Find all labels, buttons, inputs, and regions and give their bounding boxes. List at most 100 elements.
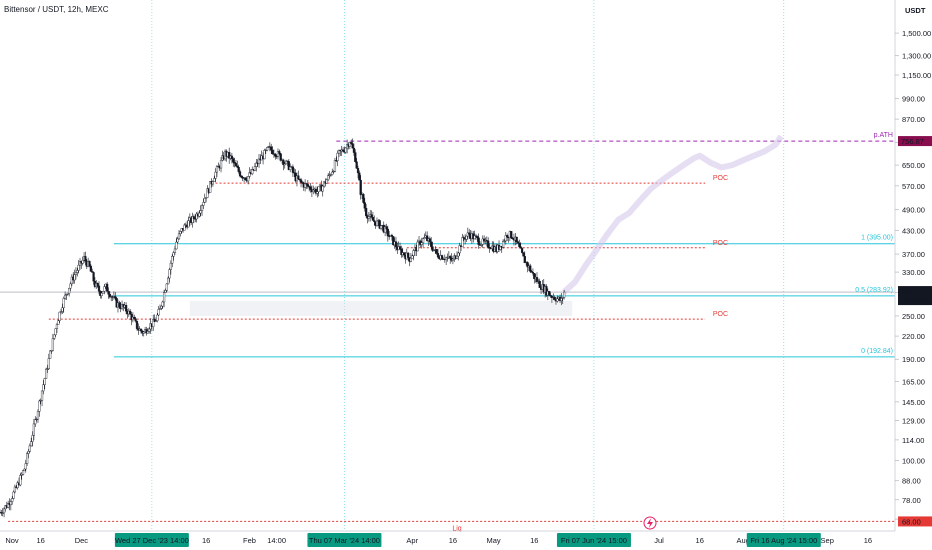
liq-price-badge-text: 68.00 <box>902 517 921 526</box>
candle-body <box>333 160 337 172</box>
time-badge <box>556 533 631 547</box>
candle-body <box>312 189 315 193</box>
candle-body <box>436 253 440 258</box>
candle-body <box>134 318 137 322</box>
price-tick-label: 330.00 <box>902 268 925 277</box>
candle-body <box>35 418 38 420</box>
candle-body <box>247 176 250 182</box>
candle-body <box>356 168 360 174</box>
candle-body <box>293 172 296 174</box>
time-badge <box>746 533 821 547</box>
candle-body <box>16 482 19 488</box>
price-tick-label: 1,150.00 <box>902 71 931 80</box>
candle-body <box>133 316 136 319</box>
candle-body <box>331 171 334 175</box>
candle-body <box>61 307 64 312</box>
candle-body <box>336 152 339 161</box>
candle-body <box>305 183 308 185</box>
plot-area[interactable] <box>0 0 895 531</box>
candle-body <box>515 236 518 242</box>
candle-body <box>58 311 61 321</box>
candle-body <box>230 155 233 159</box>
candle-body <box>465 235 468 240</box>
candle-body <box>287 161 290 170</box>
candle-body <box>32 423 36 436</box>
candle-body <box>474 235 478 237</box>
candle-body <box>205 197 208 199</box>
candle-body <box>13 486 17 493</box>
candle-body <box>440 255 444 260</box>
alert-lightning-icon[interactable] <box>643 516 657 530</box>
candles <box>0 138 566 518</box>
time-badge-text: Thu 07 Mar '24 14:00 <box>309 536 380 545</box>
price-tick-label: 570.00 <box>902 182 925 191</box>
candle-body <box>285 160 288 165</box>
candle-body <box>520 248 524 253</box>
candle-body <box>563 291 566 298</box>
candle-body <box>42 384 45 392</box>
candle-body <box>70 276 73 285</box>
time-tick-label: 14:00 <box>267 536 286 545</box>
candle-body <box>191 216 194 223</box>
candle-body <box>213 178 216 182</box>
candle-body <box>282 159 285 166</box>
countdown-badge-text: 06:37:35 <box>901 295 930 304</box>
candle-body <box>358 172 361 181</box>
candle-body <box>30 441 33 447</box>
level-labels: p.ATH POC POC POC 1 (395.00) 0.5 (283.92) 0 (1… <box>452 132 893 532</box>
value-area-zone <box>189 300 573 316</box>
price-axis[interactable]: USDT 1,500.00 1,300.00 1,150.00 990.00 870.0… <box>894 0 931 531</box>
candle-body <box>20 474 23 476</box>
candle-body <box>264 149 267 151</box>
candle-body <box>68 287 71 294</box>
time-tick-label: Feb <box>243 536 256 545</box>
candle-body <box>214 171 217 179</box>
candle-body <box>314 188 318 194</box>
candle-body <box>7 503 10 508</box>
candle-body <box>416 241 419 252</box>
candle-body <box>325 179 328 184</box>
candle-body <box>297 175 300 180</box>
candle-body <box>63 294 67 299</box>
candle-body <box>274 153 277 157</box>
candle-body <box>550 296 554 298</box>
candle-body <box>499 245 502 250</box>
candle-body <box>428 238 431 242</box>
candle-body <box>289 166 292 170</box>
price-tick-label: 165.00 <box>902 378 925 387</box>
candle-body <box>270 146 273 151</box>
candle-body <box>253 166 257 171</box>
candle-body <box>238 171 242 177</box>
candle-body <box>179 231 182 235</box>
candle-body <box>28 445 31 452</box>
candle-body <box>385 226 388 230</box>
candle-body <box>74 272 78 275</box>
time-axis[interactable]: Nov 16 Dec 16 16 Feb 14:00 Apr 16 May 16 Jul 16 Aug Se… <box>0 530 895 547</box>
time-badge-text: Wed 27 Dec '23 14:00 <box>115 536 189 545</box>
candle-body <box>526 262 529 268</box>
time-tick-label: 16 <box>449 536 457 545</box>
candle-body <box>510 231 513 239</box>
candle-body <box>43 378 46 385</box>
candle-body <box>481 238 484 245</box>
candle-body <box>158 308 162 310</box>
time-tick-label: 16 <box>864 536 872 545</box>
candle-body <box>384 226 387 233</box>
poc-label-upper: POC <box>713 175 728 182</box>
projection-path <box>562 134 784 295</box>
candle-body <box>73 274 76 281</box>
candle-body <box>431 246 434 251</box>
time-tick-label: 16 <box>696 536 704 545</box>
candle-body <box>549 295 552 297</box>
candle-body <box>9 501 12 506</box>
candle-body <box>49 350 52 359</box>
candle-body <box>176 238 179 243</box>
time-tick-label: 16 <box>202 536 210 545</box>
candle-body <box>451 258 455 261</box>
candle-body <box>168 269 171 279</box>
time-badge <box>114 533 189 547</box>
candle-body <box>236 165 239 168</box>
candle-body <box>59 311 63 313</box>
candle-body <box>62 298 65 308</box>
